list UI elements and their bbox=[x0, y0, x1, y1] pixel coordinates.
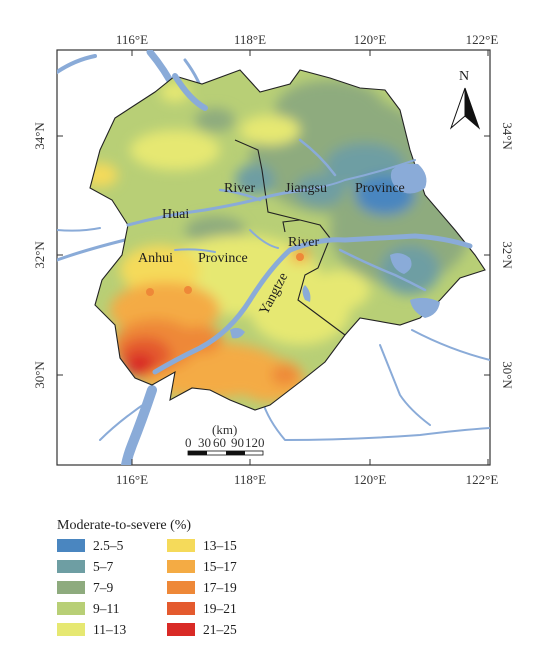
legend-label: 2.5–5 bbox=[93, 538, 124, 553]
legend-swatch bbox=[167, 602, 195, 615]
study-area-outline bbox=[89, 69, 486, 411]
legend: Moderate-to-severe (%) 2.5–5 5–7 7–9 9–11 11… bbox=[57, 518, 237, 637]
legend-title: Moderate-to-severe (%) bbox=[57, 518, 191, 533]
x-tick-bottom-120: 120°E bbox=[354, 472, 387, 487]
scale-tick-60: 60 bbox=[213, 435, 226, 450]
graticule bbox=[57, 50, 490, 465]
scale-bar-seg-1 bbox=[188, 451, 207, 455]
legend-swatch bbox=[167, 560, 195, 573]
legend-swatch bbox=[167, 623, 195, 636]
y-tick-labels-right: 34°N 32°N 30°N bbox=[500, 122, 515, 389]
label-jiangsu: Jiangsu bbox=[285, 181, 327, 196]
legend-label: 5–7 bbox=[93, 559, 114, 574]
legend-swatch bbox=[167, 581, 195, 594]
legend-label: 15–17 bbox=[203, 559, 237, 574]
province-boundaries bbox=[234, 139, 346, 336]
scale-unit: (km) bbox=[212, 422, 237, 437]
legend-swatch bbox=[57, 623, 85, 636]
label-anhui: Anhui bbox=[138, 251, 173, 266]
label-river-east: River bbox=[288, 235, 319, 250]
north-arrow: N bbox=[449, 69, 481, 130]
y-tick-right-30: 30°N bbox=[500, 361, 515, 389]
lakes bbox=[230, 163, 440, 339]
y-tick-right-34: 34°N bbox=[500, 122, 515, 150]
label-province-east: Province bbox=[355, 181, 405, 196]
y-tick-right-32: 32°N bbox=[500, 241, 515, 269]
north-arrow-right bbox=[464, 87, 481, 130]
y-tick-left-32: 32°N bbox=[32, 241, 47, 269]
y-tick-left-30: 30°N bbox=[32, 361, 47, 389]
x-tick-bottom-122: 122°E bbox=[466, 472, 499, 487]
scale-bar-seg-3 bbox=[226, 451, 245, 455]
x-tick-labels-top: 116°E 118°E 120°E 122°E bbox=[116, 32, 498, 47]
x-tick-bottom-118: 118°E bbox=[234, 472, 266, 487]
x-tick-top-120: 120°E bbox=[354, 32, 387, 47]
label-huai: Huai bbox=[162, 207, 189, 222]
label-river-huai: River bbox=[224, 181, 255, 196]
x-tick-top-116: 116°E bbox=[116, 32, 148, 47]
legend-label: 7–9 bbox=[93, 580, 114, 595]
scale-tick-30: 30 bbox=[198, 435, 211, 450]
legend-swatch bbox=[57, 560, 85, 573]
scale-tick-120: 120 bbox=[245, 435, 265, 450]
north-label: N bbox=[459, 69, 469, 84]
y-tick-left-34: 34°N bbox=[32, 122, 47, 150]
x-tick-top-122: 122°E bbox=[466, 32, 499, 47]
legend-label: 11–13 bbox=[93, 622, 126, 637]
x-tick-labels-bottom: 116°E 118°E 120°E 122°E bbox=[116, 472, 498, 487]
legend-swatch bbox=[167, 539, 195, 552]
legend-swatch bbox=[57, 602, 85, 615]
legend-label: 17–19 bbox=[203, 580, 237, 595]
x-tick-top-118: 118°E bbox=[234, 32, 266, 47]
label-province-west: Province bbox=[198, 251, 248, 266]
scale-bar: (km) 0 30 60 90 120 bbox=[185, 422, 265, 456]
rivers-inside bbox=[126, 73, 473, 375]
legend-label: 9–11 bbox=[93, 601, 120, 616]
scale-tick-90: 90 bbox=[231, 435, 244, 450]
legend-label: 19–21 bbox=[203, 601, 237, 616]
legend-label: 13–15 bbox=[203, 538, 237, 553]
y-tick-labels-left: 34°N 32°N 30°N bbox=[32, 122, 47, 389]
legend-items: 2.5–5 5–7 7–9 9–11 11–13 13–15 15–17 17–19 19–21… bbox=[57, 538, 237, 637]
scale-tick-0: 0 bbox=[185, 435, 192, 450]
legend-swatch bbox=[57, 539, 85, 552]
rivers-outside bbox=[57, 50, 490, 465]
legend-swatch bbox=[57, 581, 85, 594]
x-tick-bottom-116: 116°E bbox=[116, 472, 148, 487]
legend-label: 21–25 bbox=[203, 622, 237, 637]
